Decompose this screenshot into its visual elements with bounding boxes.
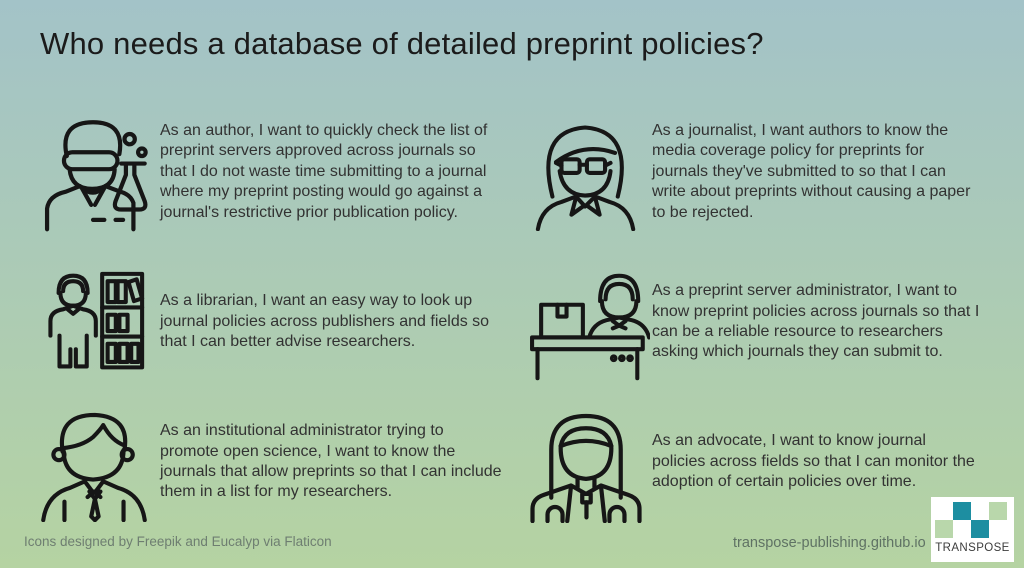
persona-server-admin: As a preprint server administrator, I wa… <box>520 248 1010 396</box>
persona-advocate-text: As an advocate, I want to know journal p… <box>652 432 975 491</box>
persona-institutional-admin-text: As an institutional administrator trying… <box>160 422 502 501</box>
icon-credits: Icons designed by Freepik and Eucalyp vi… <box>24 534 332 549</box>
persona-advocate: As an advocate, I want to know journal p… <box>520 396 1010 528</box>
persona-journalist-text: As a journalist, I want authors to know … <box>652 121 971 221</box>
persona-librarian: As a librarian, I want an easy way to lo… <box>28 248 520 396</box>
logo-wordmark: TRANSPOSE <box>935 542 1010 554</box>
woman-glasses-icon <box>520 113 652 231</box>
persona-server-admin-text: As a preprint server administrator, I wa… <box>652 282 980 361</box>
scientist-flask-icon <box>28 111 160 233</box>
persona-author-text: As an author, I want to quickly check th… <box>160 121 488 221</box>
persona-institutional-admin: As an institutional administrator trying… <box>28 396 520 528</box>
persona-journalist: As a journalist, I want authors to know … <box>520 96 1010 248</box>
personas-grid: As an author, I want to quickly check th… <box>28 96 1010 528</box>
clerk-desk-package-icon <box>520 263 652 381</box>
woman-long-hair-icon <box>520 401 652 523</box>
logo-square-green-1 <box>989 502 1007 520</box>
page-title: Who needs a database of detailed preprin… <box>40 26 764 61</box>
logo-square-teal-2 <box>971 520 989 538</box>
persona-author: As an author, I want to quickly check th… <box>28 96 520 248</box>
person-bookshelf-icon <box>28 263 160 381</box>
site-url: transpose-publishing.github.io <box>733 535 926 551</box>
logo-square-green-2 <box>935 520 953 538</box>
logo-square-teal-1 <box>953 502 971 520</box>
transpose-logo: TRANSPOSE <box>931 497 1014 562</box>
man-suit-tie-icon <box>28 402 160 522</box>
persona-librarian-text: As a librarian, I want an easy way to lo… <box>160 292 490 351</box>
